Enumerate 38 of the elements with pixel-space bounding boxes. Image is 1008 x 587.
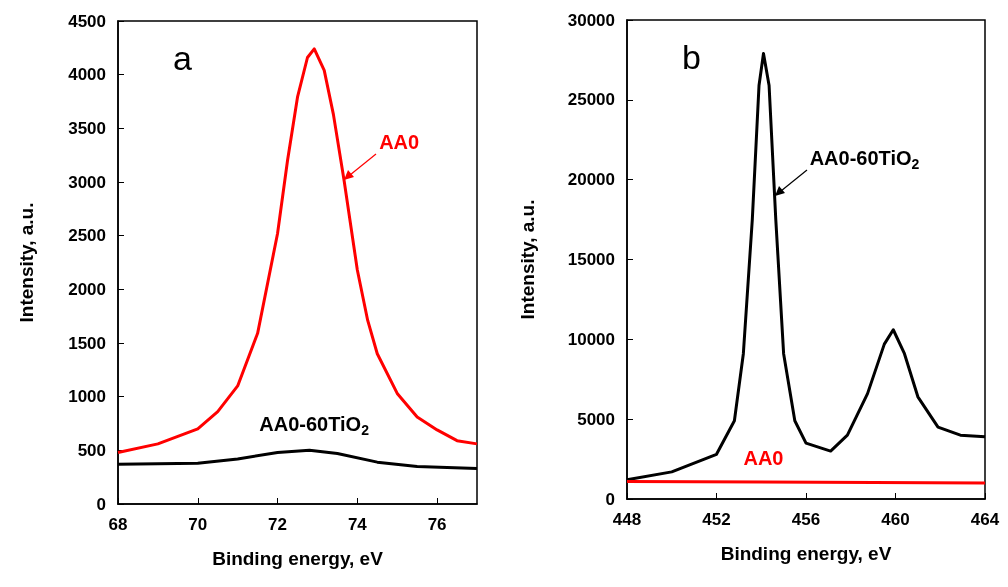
annotation: AA0-60TiO$_{2}$ bbox=[809, 147, 920, 173]
x-tick-label: 448 bbox=[612, 510, 642, 529]
x-tick-label: 70 bbox=[188, 515, 208, 534]
y-tick-label: 5000 bbox=[577, 409, 615, 429]
x-tick-label: 456 bbox=[791, 510, 821, 529]
y-tick-label: 25000 bbox=[567, 90, 615, 110]
annotation: a bbox=[173, 39, 192, 77]
x-tick-label: 74 bbox=[347, 515, 368, 534]
y-tick-label: 2000 bbox=[68, 279, 106, 299]
x-tick-label: 464 bbox=[970, 510, 1000, 529]
series-label: AA0 bbox=[743, 447, 784, 470]
x-axis-title: Binding energy, eV bbox=[212, 548, 384, 569]
series-label: AA0-60TiO$_{2}$ bbox=[259, 412, 369, 439]
y-tick-label: 3000 bbox=[68, 172, 106, 192]
x-tick-label: 76 bbox=[427, 515, 447, 534]
y-tick-label: 0 bbox=[605, 489, 615, 509]
y-axis-title: Intensity, a.u. bbox=[16, 202, 37, 323]
y-tick-label: 1500 bbox=[68, 333, 106, 353]
x-tick-label: 452 bbox=[702, 510, 731, 529]
y-tick-label: 15000 bbox=[567, 250, 615, 269]
y-axis-title: Intensity, a.u. bbox=[517, 199, 538, 320]
x-tick-label: 72 bbox=[268, 515, 288, 534]
x-axis-title: Binding energy, eV bbox=[720, 543, 892, 564]
y-tick-label: 4000 bbox=[68, 65, 106, 85]
y-tick-label: 4500 bbox=[68, 11, 106, 31]
y-tick-label: 10000 bbox=[567, 329, 615, 349]
y-tick-label: 20000 bbox=[567, 170, 615, 190]
y-tick-label: 3500 bbox=[68, 118, 106, 138]
y-tick-label: 500 bbox=[77, 440, 106, 460]
annotation: b bbox=[682, 38, 701, 76]
y-tick-label: 2500 bbox=[68, 226, 106, 246]
x-tick-label: 460 bbox=[881, 510, 910, 529]
y-tick-label: 30000 bbox=[567, 10, 615, 30]
y-tick-label: 0 bbox=[96, 494, 106, 514]
x-tick-label: 68 bbox=[108, 515, 128, 534]
y-tick-label: 1000 bbox=[68, 387, 106, 407]
annotation: AA0 bbox=[379, 130, 420, 153]
line-series bbox=[116, 47, 479, 454]
